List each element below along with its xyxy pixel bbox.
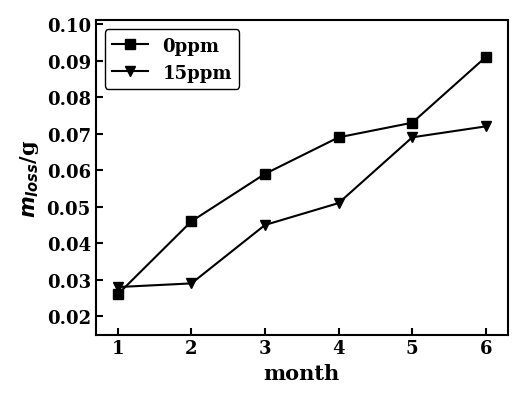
15ppm bbox=[262, 223, 268, 228]
0ppm bbox=[483, 55, 489, 60]
0ppm bbox=[188, 219, 195, 224]
15ppm bbox=[409, 136, 416, 140]
0ppm bbox=[115, 292, 121, 297]
15ppm bbox=[188, 281, 195, 286]
Y-axis label: $m_{loss}$/g: $m_{loss}$/g bbox=[18, 139, 41, 217]
15ppm bbox=[483, 125, 489, 130]
X-axis label: month: month bbox=[264, 363, 340, 383]
15ppm bbox=[115, 285, 121, 290]
0ppm bbox=[336, 136, 342, 140]
0ppm bbox=[262, 172, 268, 177]
Legend: 0ppm, 15ppm: 0ppm, 15ppm bbox=[105, 30, 239, 90]
Line: 0ppm: 0ppm bbox=[113, 53, 491, 300]
Line: 15ppm: 15ppm bbox=[113, 122, 491, 292]
0ppm bbox=[409, 121, 416, 126]
15ppm bbox=[336, 201, 342, 206]
